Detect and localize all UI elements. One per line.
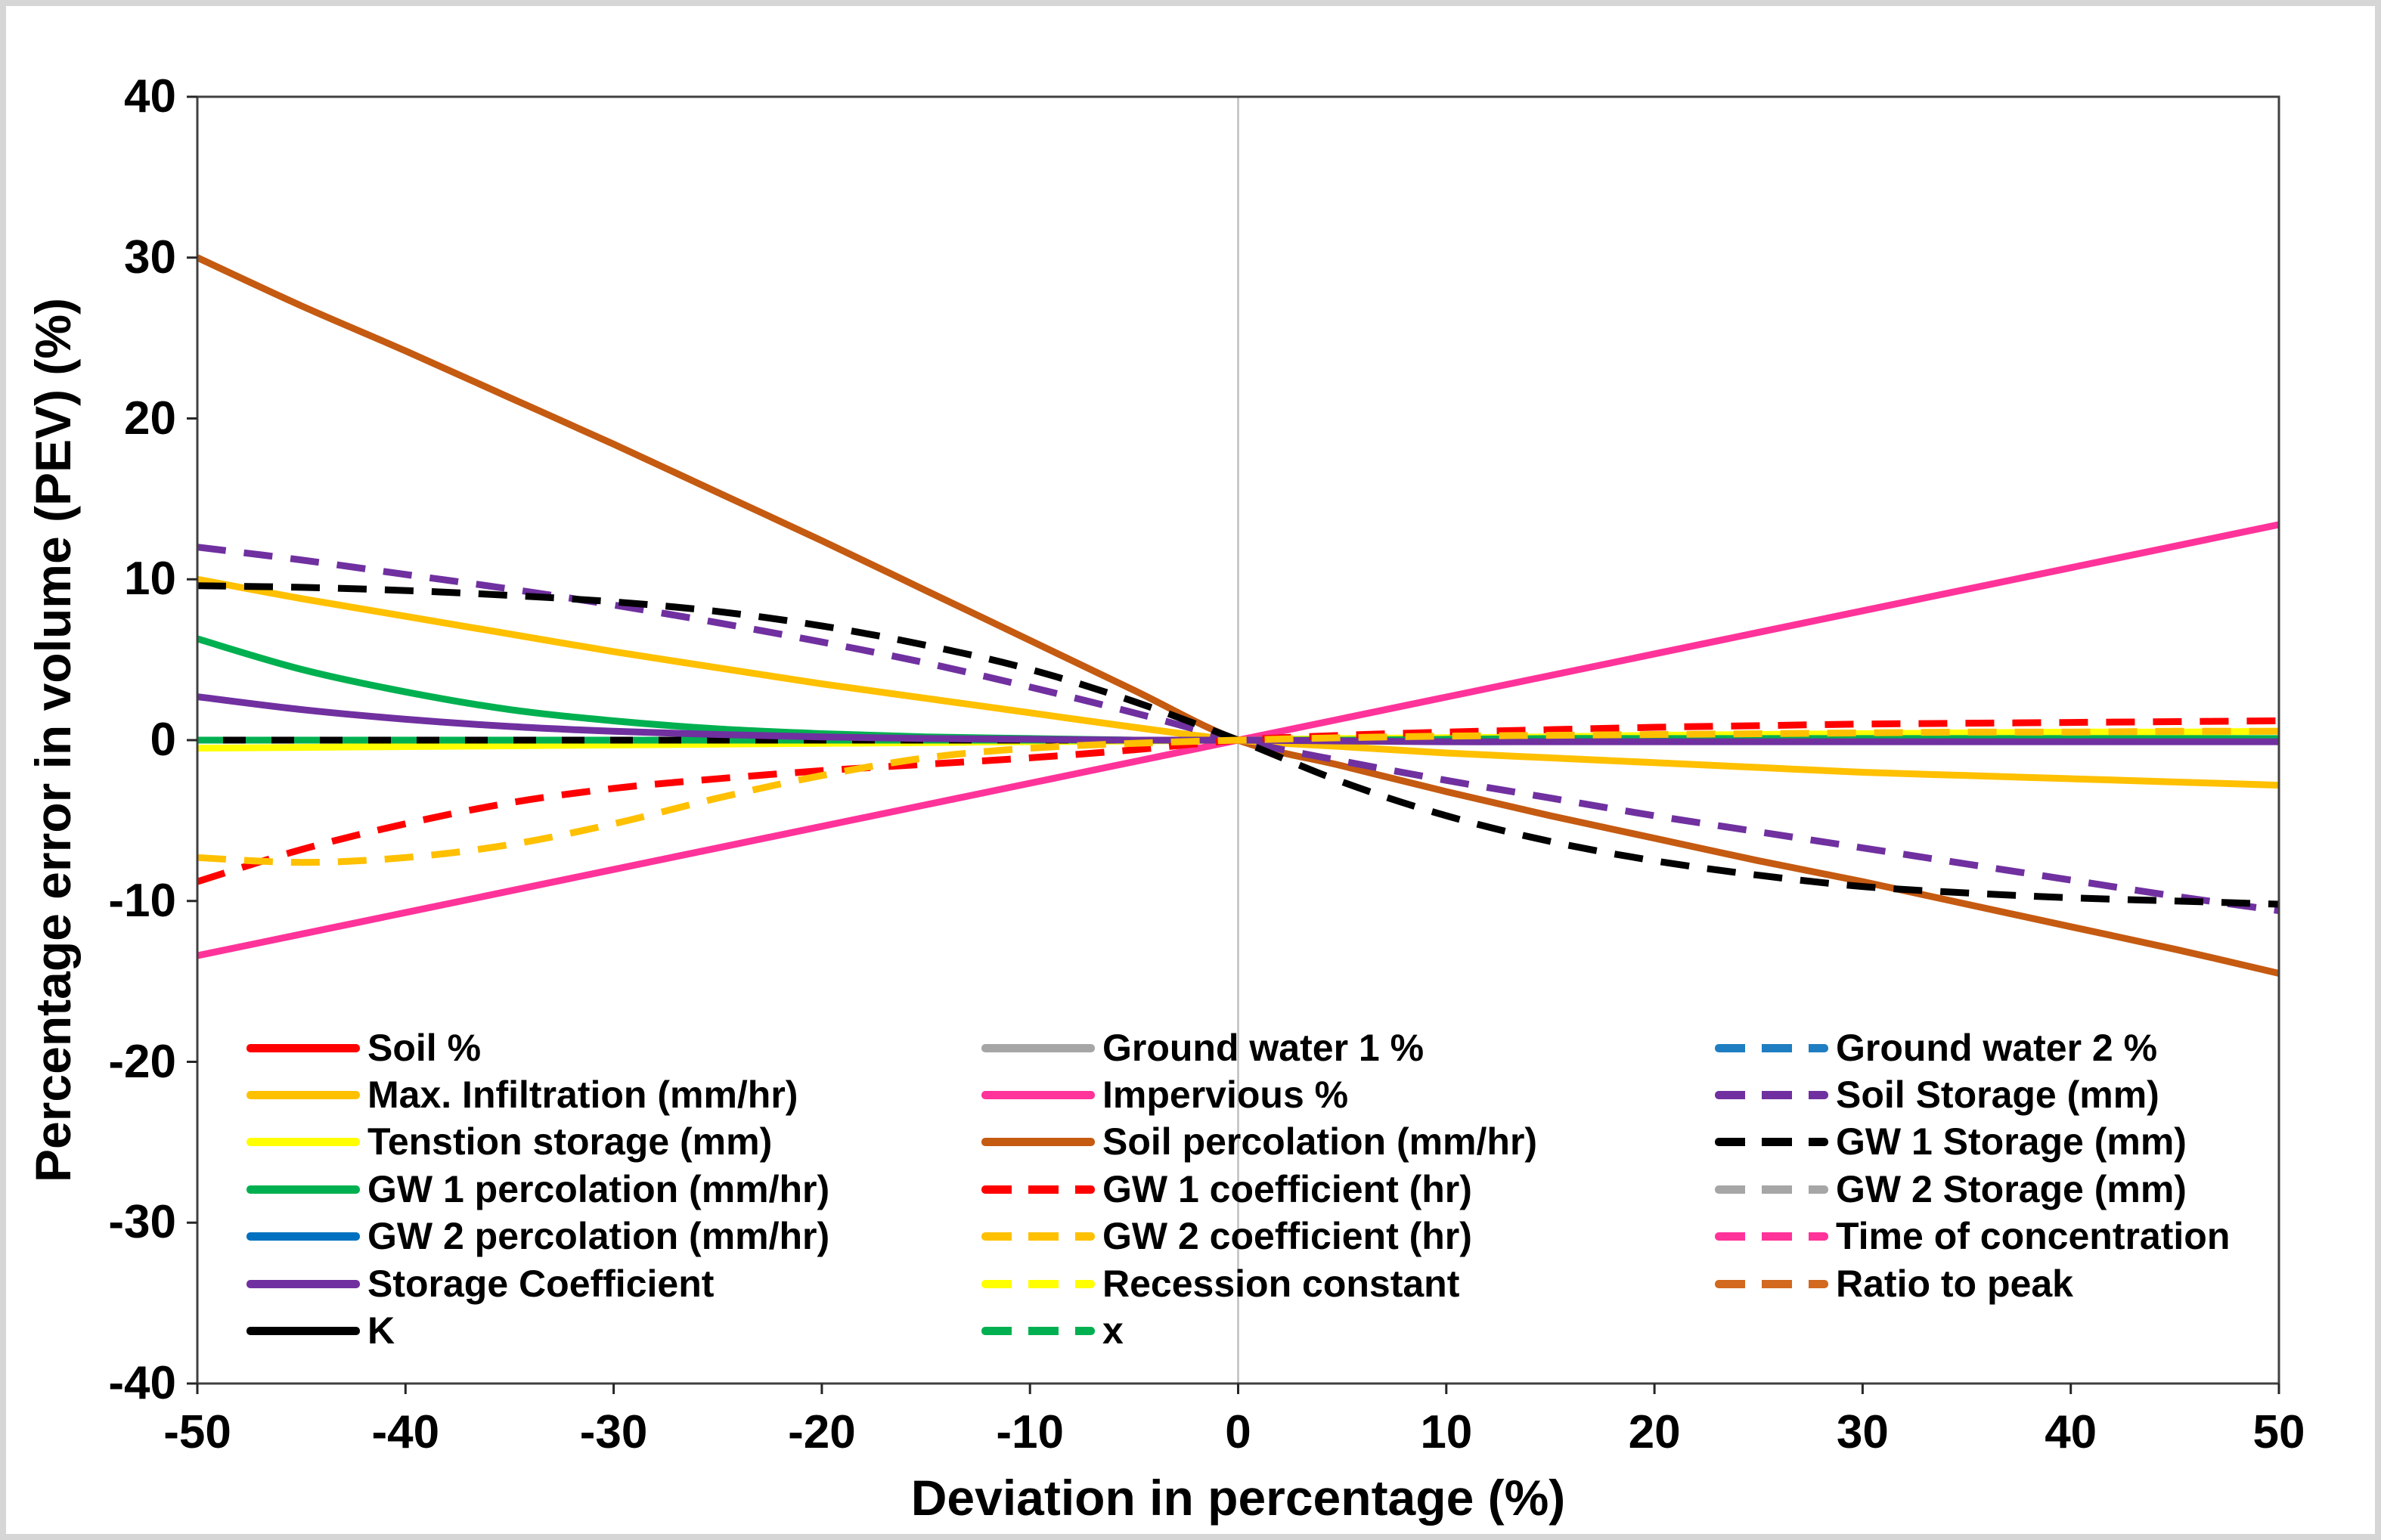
y-tick-label: -20	[108, 1035, 176, 1088]
legend-swatch-max_infiltration	[246, 1091, 360, 1099]
legend-label: Ratio to peak	[1836, 1263, 2073, 1305]
legend-swatch-recession_constant	[981, 1280, 1095, 1288]
legend-swatch-soil_percolation	[981, 1138, 1095, 1146]
legend-label: Impervious %	[1102, 1074, 1349, 1116]
legend-swatch-gw2_coefficient	[981, 1232, 1095, 1241]
y-tick-label: -30	[108, 1196, 176, 1249]
x-tick-label: -40	[371, 1406, 440, 1458]
y-tick-label: 20	[124, 392, 176, 445]
legend-swatch-ratio_to_peak	[1715, 1280, 1828, 1288]
legend-label: Soil %	[367, 1027, 482, 1069]
legend-label: Storage Coefficient	[367, 1263, 715, 1305]
legend-label: Soil percolation (mm/hr)	[1102, 1120, 1538, 1163]
legend-label: GW 1 coefficient (hr)	[1102, 1168, 1472, 1210]
legend-label: Ground water 2 %	[1836, 1027, 2158, 1069]
x-tick-label: -10	[996, 1406, 1064, 1458]
x-tick-label: 40	[2045, 1406, 2097, 1458]
legend-label: K	[367, 1309, 395, 1352]
y-tick-label: 30	[124, 231, 176, 284]
legend-label: GW 2 coefficient (hr)	[1102, 1215, 1472, 1257]
legend-swatch-gw2_storage	[1715, 1185, 1828, 1194]
legend-swatch-soil_storage	[1715, 1091, 1828, 1099]
legend-swatch-x_series	[981, 1327, 1095, 1335]
legend-swatch-gw1_percolation	[246, 1185, 360, 1194]
series-line-soil_percolation	[196, 254, 2280, 977]
y-tick-label: 10	[124, 553, 176, 606]
legend-label: Tenstion storage (mm)	[367, 1120, 773, 1163]
legend-swatch-gw1_storage	[1715, 1138, 1828, 1146]
legend-label: Ground water 1 %	[1102, 1027, 1425, 1069]
legend-swatch-ground_water_1_pct	[981, 1044, 1095, 1052]
y-tick-label: -40	[108, 1357, 176, 1409]
x-tick-label: 30	[1836, 1406, 1889, 1458]
x-tick-label: 10	[1420, 1406, 1473, 1458]
legend-label: GW 2 Storage (mm)	[1836, 1168, 2187, 1210]
plot-area	[187, 95, 2280, 1394]
legend-label: x	[1102, 1309, 1124, 1352]
x-axis-title: Deviation in percentage (%)	[910, 1470, 1566, 1526]
legend-swatch-tension_storage	[246, 1138, 360, 1146]
legend-label: Soil Storage (mm)	[1836, 1074, 2159, 1116]
legend-label: Max. Infiltration (mm/hr)	[367, 1074, 798, 1116]
legend-label: Time of concentration	[1836, 1215, 2231, 1257]
legend-swatch-k	[246, 1327, 360, 1335]
legend-swatch-ground_water_2_pct	[1715, 1044, 1828, 1052]
legend-swatch-soil_pct	[246, 1044, 360, 1052]
y-tick-label: -10	[108, 874, 176, 927]
x-tick-label: -50	[163, 1406, 231, 1458]
y-axis-title: Percentage error in volume (PEV) (%)	[25, 298, 81, 1182]
x-tick-label: 20	[1628, 1406, 1681, 1458]
series-line-gw2_coefficient	[197, 727, 2280, 866]
x-tick-label: 50	[2252, 1406, 2305, 1458]
x-tick-label: -20	[788, 1406, 856, 1458]
legend-swatch-storage_coefficient	[246, 1280, 360, 1288]
x-tick-label: -30	[579, 1406, 648, 1458]
legend-swatch-gw2_percolation	[246, 1232, 360, 1241]
y-tick-label: 40	[124, 70, 176, 122]
legend-label: GW 1 Storage (mm)	[1836, 1120, 2187, 1163]
legend-label: GW 1 percolation (mm/hr)	[367, 1168, 830, 1210]
y-tick-label: 0	[150, 714, 176, 766]
legend-swatch-time_of_concentration	[1715, 1232, 1828, 1241]
x-tick-label: 0	[1225, 1406, 1251, 1458]
legend-label: Recession constant	[1102, 1263, 1460, 1305]
legend-swatch-impervious_pct	[981, 1091, 1095, 1099]
legend-swatch-gw1_coefficient	[981, 1185, 1095, 1194]
legend-label: GW 2 percolation (mm/hr)	[367, 1215, 830, 1257]
